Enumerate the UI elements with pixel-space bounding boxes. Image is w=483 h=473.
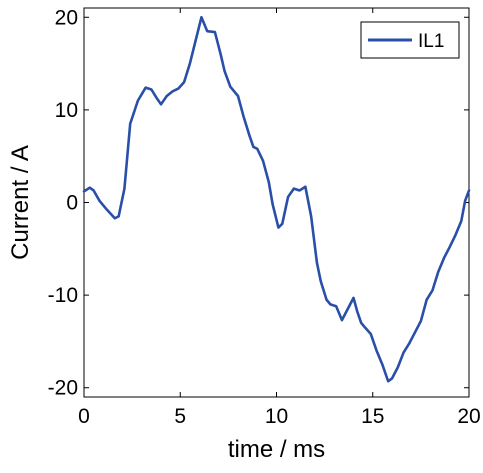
y-tick-label: 0 bbox=[66, 192, 78, 215]
x-tick-label: 15 bbox=[361, 405, 384, 428]
x-axis-label: time / ms bbox=[228, 436, 325, 463]
x-tick-label: 10 bbox=[265, 405, 288, 428]
legend-label-il1: IL1 bbox=[418, 31, 444, 52]
y-tick-label: -20 bbox=[48, 377, 78, 400]
y-tick-label: 10 bbox=[55, 99, 78, 122]
y-axis-ticks: 20 10 0 -10 -20 bbox=[48, 6, 469, 400]
legend: IL1 bbox=[360, 21, 460, 59]
y-tick-label: 20 bbox=[55, 6, 78, 29]
series-line-il1 bbox=[82, 15, 471, 383]
x-tick-label: 0 bbox=[78, 405, 90, 428]
x-axis-ticks: 0 5 10 15 20 bbox=[78, 8, 481, 428]
y-axis-label: Current / A bbox=[7, 145, 34, 260]
y-tick-label: -10 bbox=[48, 284, 78, 307]
x-tick-label: 5 bbox=[174, 405, 186, 428]
x-tick-label: 20 bbox=[457, 405, 480, 428]
series-layer bbox=[82, 15, 471, 383]
